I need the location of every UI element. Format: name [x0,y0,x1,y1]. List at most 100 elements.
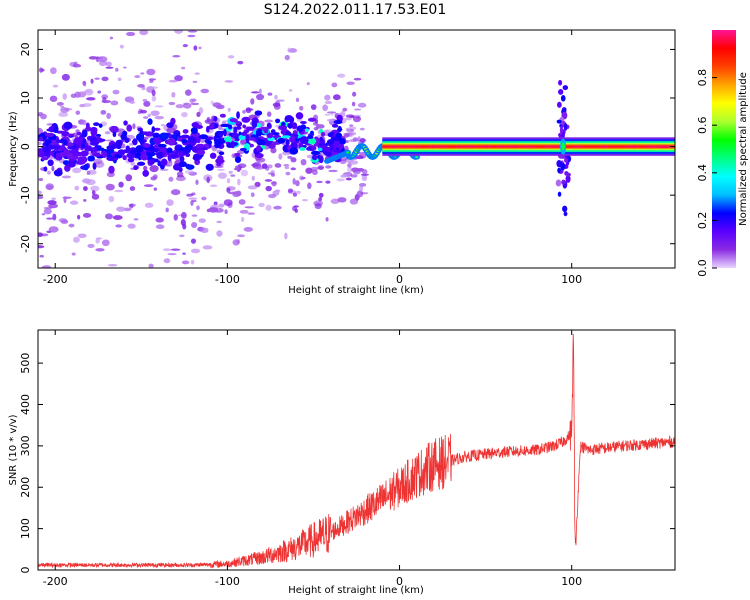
spectrogram-cell [190,248,201,254]
spectrogram-cell [142,131,149,136]
spectrogram-cell [318,197,323,202]
spectrogram-cell [235,120,241,125]
spectrogram-cell [307,117,317,122]
snr-series-line [38,333,675,569]
spectrogram-cell [285,139,290,146]
spectrogram-cell [322,104,329,112]
spectrogram-cell [237,178,241,186]
spectrogram-cell [318,155,324,164]
spectrogram-cell [348,160,359,165]
spectrogram-cell [134,75,141,78]
spectrogram-cell [251,175,255,181]
y-tick-label: -20 [19,235,32,253]
spectrogram-cell [346,81,355,86]
spectrogram-cell [127,223,136,229]
spectrogram-spike [561,142,566,151]
spectrogram-cell [53,169,63,177]
spectrogram-cell [72,167,82,174]
spectrogram-cell [147,113,151,118]
spectrogram-cell [229,118,238,123]
spectrogram-cell [156,153,164,159]
spectrogram-cell [117,77,122,82]
spectrogram-cell [346,128,355,133]
spectrogram-cell [97,138,106,142]
spectrogram-cell [153,187,158,191]
spectrogram-cell [330,143,334,152]
spectrogram-cell [291,122,298,129]
spectrogram-cell [61,175,72,179]
spectrogram-cell [230,174,236,177]
spectrogram-cell [216,168,225,171]
spectrogram-cell [237,60,244,65]
spectrogram-cell [254,181,261,188]
spectrogram-cell [88,136,97,142]
spectrogram-cell [123,120,128,126]
spectrogram-cell [256,145,262,152]
spectrogram-cell [327,139,335,145]
spectrogram-cell [69,61,77,67]
spectrogram-cell [115,67,119,72]
spectrogram-cell [345,116,352,121]
spectrogram-cell [325,165,332,169]
spectrogram-cell [245,134,250,143]
spectrogram-cell [345,114,355,118]
spectrogram-cell [359,127,365,131]
spectrogram-cell [38,177,44,182]
spectrogram-cell [355,155,364,160]
spectrogram-cell [241,131,248,136]
spectrogram-cell [114,189,124,193]
spectrogram-cell [151,126,156,133]
spectrogram-cell [90,128,98,137]
spectrogram-cell [324,94,331,101]
y-tick-label: 400 [19,394,32,415]
snr-frame [37,329,676,571]
spectrogram-cell [80,150,89,157]
spectrogram-cell [198,134,209,140]
spectrogram-cell [214,143,222,149]
spectrogram-cell [58,138,68,144]
spectrogram-cell [296,125,304,133]
spectrogram-cell [289,135,296,143]
spectrogram-cell [543,145,549,148]
spectrogram-cell [287,155,293,159]
spectrogram-cell [152,132,160,139]
spectrogram-cell [147,118,153,125]
spectrogram-cell [153,137,162,145]
spectrogram-cell [94,77,100,80]
spectrogram-cell [95,248,105,252]
spectrogram-cell [119,44,124,49]
spectrogram-cell [287,47,291,53]
spectrogram-cell [226,187,231,193]
spectrogram-cell [106,112,112,119]
spectrogram-cell [284,232,288,240]
spectrogram-cell [336,128,343,132]
spectrogram-cell [194,72,200,75]
spectrogram-cell [83,81,87,87]
colorbar-label: Normalized spectral amplitude [738,72,749,226]
spectrogram-cell [299,146,306,151]
colorbar-tick-label: 0.0 [696,259,709,277]
spectrogram-cell [573,145,583,148]
spectrogram-cell [80,142,86,149]
colorbar-ticks: 0.0 0.2 0.4 0.6 0.8 [696,69,717,277]
spectrogram-cell [319,136,324,142]
spectrogram-cell [237,234,246,238]
spectrogram-cell [325,217,329,222]
spectrogram-cell [93,158,103,165]
spectrogram-cell [180,134,190,139]
y-tick-label: 10 [19,91,32,105]
spectrogram-cell [213,116,218,122]
spectrogram-cell [601,145,610,148]
spectrogram-cell [166,161,173,167]
spectrogram-cell [304,128,309,133]
spectrogram-cell [565,174,571,183]
spectrogram-cell [151,89,156,97]
spectrogram-cell [170,153,179,157]
spectrogram-cell [235,126,242,130]
spectrogram-cell [316,180,323,184]
colorbar-tick-label: 0.4 [696,164,709,182]
spectrogram-cell [143,100,151,107]
spectrogram-cell [326,118,334,122]
spectrogram-cell [135,145,144,153]
spectrogram-cell [333,120,343,125]
